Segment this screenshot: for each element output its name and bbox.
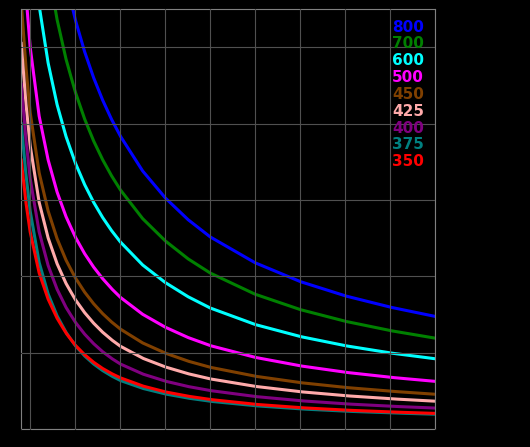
450 (329, 384, 335, 389)
425 (294, 389, 301, 394)
600 (262, 325, 268, 330)
Line: 425: 425 (21, 43, 435, 401)
350 (431, 411, 438, 416)
350 (329, 407, 335, 412)
425 (91, 321, 98, 327)
800 (125, 144, 131, 150)
450 (262, 375, 268, 380)
700 (125, 196, 131, 202)
400 (262, 395, 268, 400)
Line: 350: 350 (21, 160, 435, 413)
Line: 375: 375 (21, 124, 435, 414)
700 (262, 295, 268, 300)
400 (18, 81, 24, 87)
450 (294, 380, 301, 385)
500 (294, 363, 301, 368)
500 (125, 300, 131, 305)
350 (18, 157, 24, 163)
600 (205, 304, 211, 310)
450 (18, 0, 24, 4)
700 (329, 315, 335, 320)
700 (205, 269, 211, 274)
700 (294, 306, 301, 311)
Line: 400: 400 (21, 84, 435, 408)
Line: 700: 700 (21, 0, 435, 338)
700 (431, 335, 438, 341)
Line: 800: 800 (21, 0, 435, 316)
450 (205, 364, 211, 370)
500 (431, 379, 438, 384)
375 (125, 380, 131, 386)
500 (205, 342, 211, 348)
800 (294, 278, 301, 283)
375 (431, 412, 438, 417)
800 (262, 264, 268, 270)
400 (329, 401, 335, 406)
425 (125, 347, 131, 353)
425 (262, 385, 268, 390)
800 (205, 233, 211, 238)
Legend: 800, 700, 600, 500, 450, 425, 400, 375, 350: 800, 700, 600, 500, 450, 425, 400, 375, … (389, 17, 427, 173)
800 (91, 77, 98, 82)
350 (91, 360, 98, 366)
375 (205, 398, 211, 404)
600 (329, 341, 335, 346)
400 (431, 405, 438, 411)
350 (262, 402, 268, 408)
500 (262, 357, 268, 362)
400 (91, 342, 98, 347)
425 (431, 398, 438, 404)
425 (18, 41, 24, 46)
500 (91, 266, 98, 271)
350 (294, 405, 301, 410)
350 (205, 396, 211, 402)
500 (329, 368, 335, 373)
375 (329, 408, 335, 413)
425 (205, 376, 211, 381)
450 (125, 331, 131, 336)
450 (91, 302, 98, 307)
600 (125, 247, 131, 252)
Line: 450: 450 (21, 2, 435, 394)
Line: 600: 600 (21, 0, 435, 358)
400 (294, 398, 301, 403)
375 (18, 121, 24, 127)
425 (329, 392, 335, 397)
600 (91, 201, 98, 206)
400 (125, 365, 131, 370)
450 (431, 392, 438, 397)
375 (294, 406, 301, 411)
350 (125, 378, 131, 383)
Line: 500: 500 (21, 0, 435, 381)
800 (431, 314, 438, 319)
375 (262, 404, 268, 409)
600 (431, 356, 438, 361)
375 (91, 362, 98, 367)
600 (294, 333, 301, 338)
800 (329, 289, 335, 295)
700 (91, 140, 98, 145)
400 (205, 388, 211, 393)
